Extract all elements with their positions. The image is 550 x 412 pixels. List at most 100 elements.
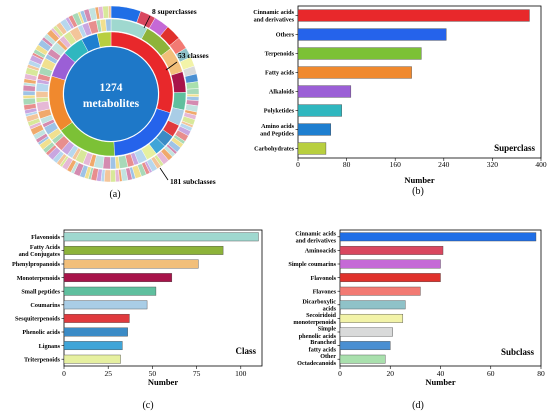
category-label: Monoterpenoids [17, 275, 61, 282]
category-label: Small peptides [21, 288, 60, 295]
x-tick-label: 320 [487, 160, 499, 169]
annotation-label: 181 subclasses [170, 177, 216, 186]
bar [297, 85, 352, 98]
bar [339, 300, 406, 310]
category-label: Flavones [313, 288, 337, 295]
ring-slice-subclass-minor [186, 88, 200, 95]
plot-frame [297, 5, 542, 159]
x-tick-label: 160 [390, 160, 402, 169]
bar [339, 259, 441, 269]
category-label: Phenylpropanoids [12, 261, 61, 268]
sunburst-chart: 1274 metabolites 8 superclasses 53 classes 1… [22, 5, 216, 186]
annotation-leader [159, 167, 169, 181]
ring-slice-class-minor [35, 91, 49, 98]
ring-slice-class-minor [110, 156, 117, 170]
category-label: Cinnamic acids and derivatives [253, 9, 294, 23]
annotation-label: 8 superclasses [152, 7, 197, 16]
x-tick-label: 0 [296, 160, 300, 169]
panel-tag: Subclass [501, 347, 535, 357]
x-tick-label: 75 [193, 369, 201, 378]
bar [339, 232, 537, 242]
bar [339, 327, 393, 337]
category-label: Others [276, 32, 295, 39]
category-label: Fatty Acids and Conjugates [19, 244, 61, 258]
panel-label-a: (a) [109, 189, 120, 200]
panel-label-d: (d) [412, 400, 424, 411]
bar [63, 300, 148, 310]
ring-slice-subclass-minor [22, 90, 36, 96]
ring-slice-subclass-minor [108, 5, 112, 19]
bar [63, 354, 121, 364]
category-label: Aminoacids [305, 248, 337, 255]
category-label: Sesquiterpenoids [15, 316, 61, 323]
x-tick-label: 0 [338, 369, 342, 378]
category-label: Phenolic acids [22, 329, 60, 336]
x-tick-label: 400 [535, 160, 547, 169]
category-label: Simple coumarins [288, 261, 336, 268]
bar [297, 9, 530, 22]
ring-slice-class [170, 71, 187, 93]
category-label: Amino acids and Peptides [260, 123, 294, 137]
bar-chart-c: Flavonoids Fatty Acids and Conjugates Pheny… [12, 229, 263, 387]
category-label: Coumarins [30, 302, 60, 309]
category-label: Alkaloids [269, 89, 295, 96]
bar [339, 286, 421, 296]
category-label: Polyketides [264, 108, 295, 115]
bar [297, 104, 342, 117]
category-label: Carbohydrates [254, 146, 294, 153]
bar [339, 245, 444, 255]
ring-slice-subclass-minor [102, 5, 109, 19]
ring-slice-superclass [96, 31, 112, 48]
panel-tag: Class [235, 346, 256, 356]
annotation-leader [165, 61, 178, 71]
x-axis-title: Number [425, 377, 455, 387]
bar [297, 123, 332, 136]
center-label: metabolites [83, 98, 140, 110]
category-label: Fatty acids [265, 70, 295, 77]
bar [297, 47, 422, 60]
bar [63, 341, 123, 351]
category-label: Dicarboxylic acids [302, 298, 336, 312]
x-axis-title: Number [148, 377, 178, 387]
category-label: Other Octadecanoids [297, 353, 336, 367]
bar-chart-b: Cinnamic acids and derivatives Others Terpe… [253, 5, 547, 185]
x-tick-label: 20 [387, 369, 395, 378]
x-tick-label: 60 [487, 369, 495, 378]
ring-slice-subclass-minor [22, 95, 36, 99]
category-label: Triterpenoids [24, 356, 61, 363]
x-tick-label: 80 [537, 369, 545, 378]
bar [63, 286, 157, 296]
x-tick-label: 25 [104, 369, 112, 378]
category-label: Flavonoids [31, 234, 60, 241]
bar [297, 142, 327, 155]
bar-chart-d: Cinnamic acids and derivatives Aminoacids S… [288, 229, 545, 387]
x-axis-title: Number [404, 175, 434, 185]
ring-slice-class [172, 92, 187, 111]
bar [339, 273, 441, 283]
x-tick-label: 0 [62, 369, 66, 378]
plot-frame [63, 229, 263, 367]
panel-label-b: (b) [412, 186, 424, 197]
x-tick-label: 240 [438, 160, 450, 169]
x-tick-label: 100 [235, 369, 247, 378]
category-label: Terpenoids [265, 51, 295, 58]
x-tick-label: 50 [149, 369, 157, 378]
bar [297, 28, 447, 41]
category-label: Simple phenolic acids [299, 326, 337, 340]
panel-tag: Superclass [494, 143, 535, 153]
center-disc [64, 47, 158, 141]
bar [339, 313, 404, 323]
x-tick-label: 80 [343, 160, 351, 169]
bar [63, 313, 130, 323]
bar [297, 66, 412, 79]
annotation-label: 53 classes [178, 51, 209, 60]
ring-slice-subclass-minor [110, 169, 116, 183]
bar [339, 341, 391, 351]
panel-label-c: (c) [142, 400, 153, 411]
category-label: Lignans [39, 343, 61, 350]
category-label: Cinnamic acids and derivatives [295, 230, 336, 244]
ring-slice-class-minor [105, 18, 112, 32]
bar [63, 327, 128, 337]
annotation-leader [143, 15, 151, 29]
